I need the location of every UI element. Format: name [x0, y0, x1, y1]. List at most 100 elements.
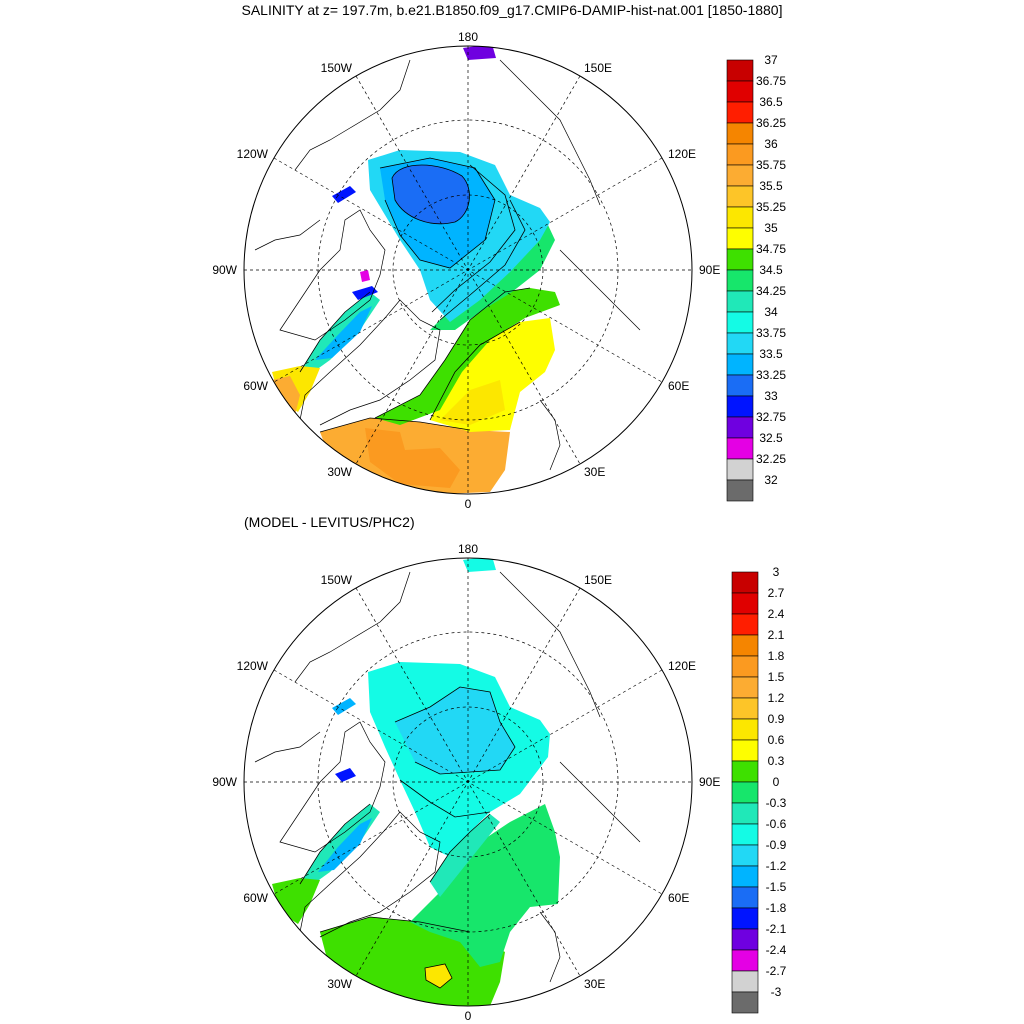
lon-label-150w: 150W: [321, 573, 353, 587]
colorbar-swatch: [731, 613, 759, 636]
lon-label-180: 180: [458, 30, 478, 44]
colorbar-label: 35.25: [756, 200, 786, 214]
colorbar-label: 35.5: [759, 179, 783, 193]
colorbar-swatch: [726, 290, 754, 313]
salinity-field: [254, 46, 641, 494]
colorbar-swatch: [731, 634, 759, 657]
colorbar-swatch: [726, 479, 754, 502]
difference-subtitle: (MODEL - LEVITUS/PHC2): [244, 514, 415, 530]
atlantic-water-green: [375, 288, 560, 425]
colorbar-label: 32.5: [759, 431, 783, 445]
colorbar-swatch: [726, 353, 754, 376]
colorbar-label: 0.3: [768, 754, 785, 768]
colorbar-swatch: [731, 844, 759, 867]
lon-label-90e: 90E: [699, 263, 720, 277]
colorbar-swatch: [731, 802, 759, 825]
archipelago-channel: [352, 286, 378, 300]
colorbar-swatch: [726, 164, 754, 187]
lon-label-180: 180: [458, 542, 478, 556]
colorbar-swatch: [726, 332, 754, 355]
colorbar-swatch: [726, 101, 754, 124]
colorbar-swatch: [726, 416, 754, 439]
lon-label-150e: 150E: [584, 573, 612, 587]
colorbar-label: 33.25: [756, 368, 786, 382]
lon-label-120w: 120W: [237, 147, 269, 161]
colorbar-label: -0.9: [766, 838, 787, 852]
colorbar-label: 35.75: [756, 158, 786, 172]
colorbar-swatch: [731, 865, 759, 888]
salinity-colorbar: 37 36.75 36.5 36.25 36 35.75 35.5 35.25 35 34.75 3…: [726, 53, 786, 502]
difference-colorbar: 3 2.7 2.4 2.1 1.8 1.5 1.2 0.9 0.6 0.3 0 -0.3 -0.6 -0.…: [731, 565, 787, 1014]
colorbar-swatch: [726, 59, 754, 82]
colorbar-swatch: [731, 970, 759, 993]
colorbar-label: 3: [773, 565, 780, 579]
lon-label-60e: 60E: [668, 379, 689, 393]
colorbar-label: 36: [764, 137, 778, 151]
atlantic-orange-core: [365, 428, 460, 488]
colorbar-swatch: [731, 949, 759, 972]
lon-label-30w: 30W: [327, 977, 352, 991]
archipelago-blue: [332, 698, 356, 715]
archipelago-deepblue: [335, 768, 356, 782]
lon-label-60w: 60W: [243, 379, 268, 393]
colorbar-label: -2.4: [766, 943, 787, 957]
barents-yellow-spot: [425, 964, 452, 988]
lon-label-30e: 30E: [584, 465, 605, 479]
colorbar-label: 2.7: [768, 586, 785, 600]
colorbar-label: 0.9: [768, 712, 785, 726]
colorbar-swatch: [731, 928, 759, 951]
colorbar-swatch: [731, 676, 759, 699]
colorbar-swatch: [731, 991, 759, 1014]
colorbar-swatch: [731, 823, 759, 846]
colorbar-swatch: [726, 437, 754, 460]
difference-field: [254, 558, 641, 1006]
colorbar-swatch: [726, 311, 754, 334]
figure-title: SALINITY at z= 197.7m, b.e21.B1850.f09_g…: [241, 2, 783, 18]
colorbar-swatch: [726, 248, 754, 271]
colorbar-swatch: [731, 571, 759, 594]
colorbar-swatch: [731, 718, 759, 741]
colorbar-swatch: [726, 80, 754, 103]
colorbar-label: -0.6: [766, 817, 787, 831]
colorbar-label: 37: [764, 53, 778, 67]
graticule: [244, 558, 692, 1006]
colorbar-label: 2.1: [768, 628, 785, 642]
map-border: [243, 557, 693, 1007]
colorbar-swatch: [726, 185, 754, 208]
graticule: [244, 46, 692, 494]
colorbar-label: 36.25: [756, 116, 786, 130]
lon-label-0: 0: [465, 497, 472, 511]
colorbar-label: 36.5: [759, 95, 783, 109]
colorbar-label: 34.75: [756, 242, 786, 256]
colorbar-swatch: [731, 592, 759, 615]
colorbar-label: 33.5: [759, 347, 783, 361]
colorbar-label: 0.6: [768, 733, 785, 747]
colorbar-label: 2.4: [768, 607, 785, 621]
lon-label-150e: 150E: [584, 61, 612, 75]
colorbar-swatch: [726, 227, 754, 250]
archipelago-blue: [332, 186, 356, 203]
nordic-yellow-inner: [440, 380, 505, 425]
archipelago-magenta: [360, 270, 370, 282]
colorbar-label: 1.2: [768, 691, 785, 705]
lon-label-90w: 90W: [212, 775, 237, 789]
colorbar-label: 34.25: [756, 284, 786, 298]
colorbar-swatch: [731, 781, 759, 804]
map-border: [243, 45, 693, 495]
lon-label-30w: 30W: [327, 465, 352, 479]
colorbar-label: 32.25: [756, 452, 786, 466]
north-pacific-purple: [463, 46, 496, 60]
colorbar-label: 32: [764, 473, 778, 487]
arctic-core: [395, 687, 515, 774]
colorbar-label: 34: [764, 305, 778, 319]
colorbar-swatch: [726, 269, 754, 292]
salinity-polar-map: 180 0 90W 90E 150W 150E 120W 120E 60W 60…: [212, 30, 786, 511]
colorbar-swatch: [731, 655, 759, 678]
colorbar-label: 36.75: [756, 74, 786, 88]
colorbar-label: -2.7: [766, 964, 787, 978]
colorbar-label: 33.75: [756, 326, 786, 340]
colorbar-label: -1.5: [766, 880, 787, 894]
colorbar-swatch: [731, 760, 759, 783]
colorbar-label: 32.75: [756, 410, 786, 424]
nordic-green: [410, 804, 560, 967]
